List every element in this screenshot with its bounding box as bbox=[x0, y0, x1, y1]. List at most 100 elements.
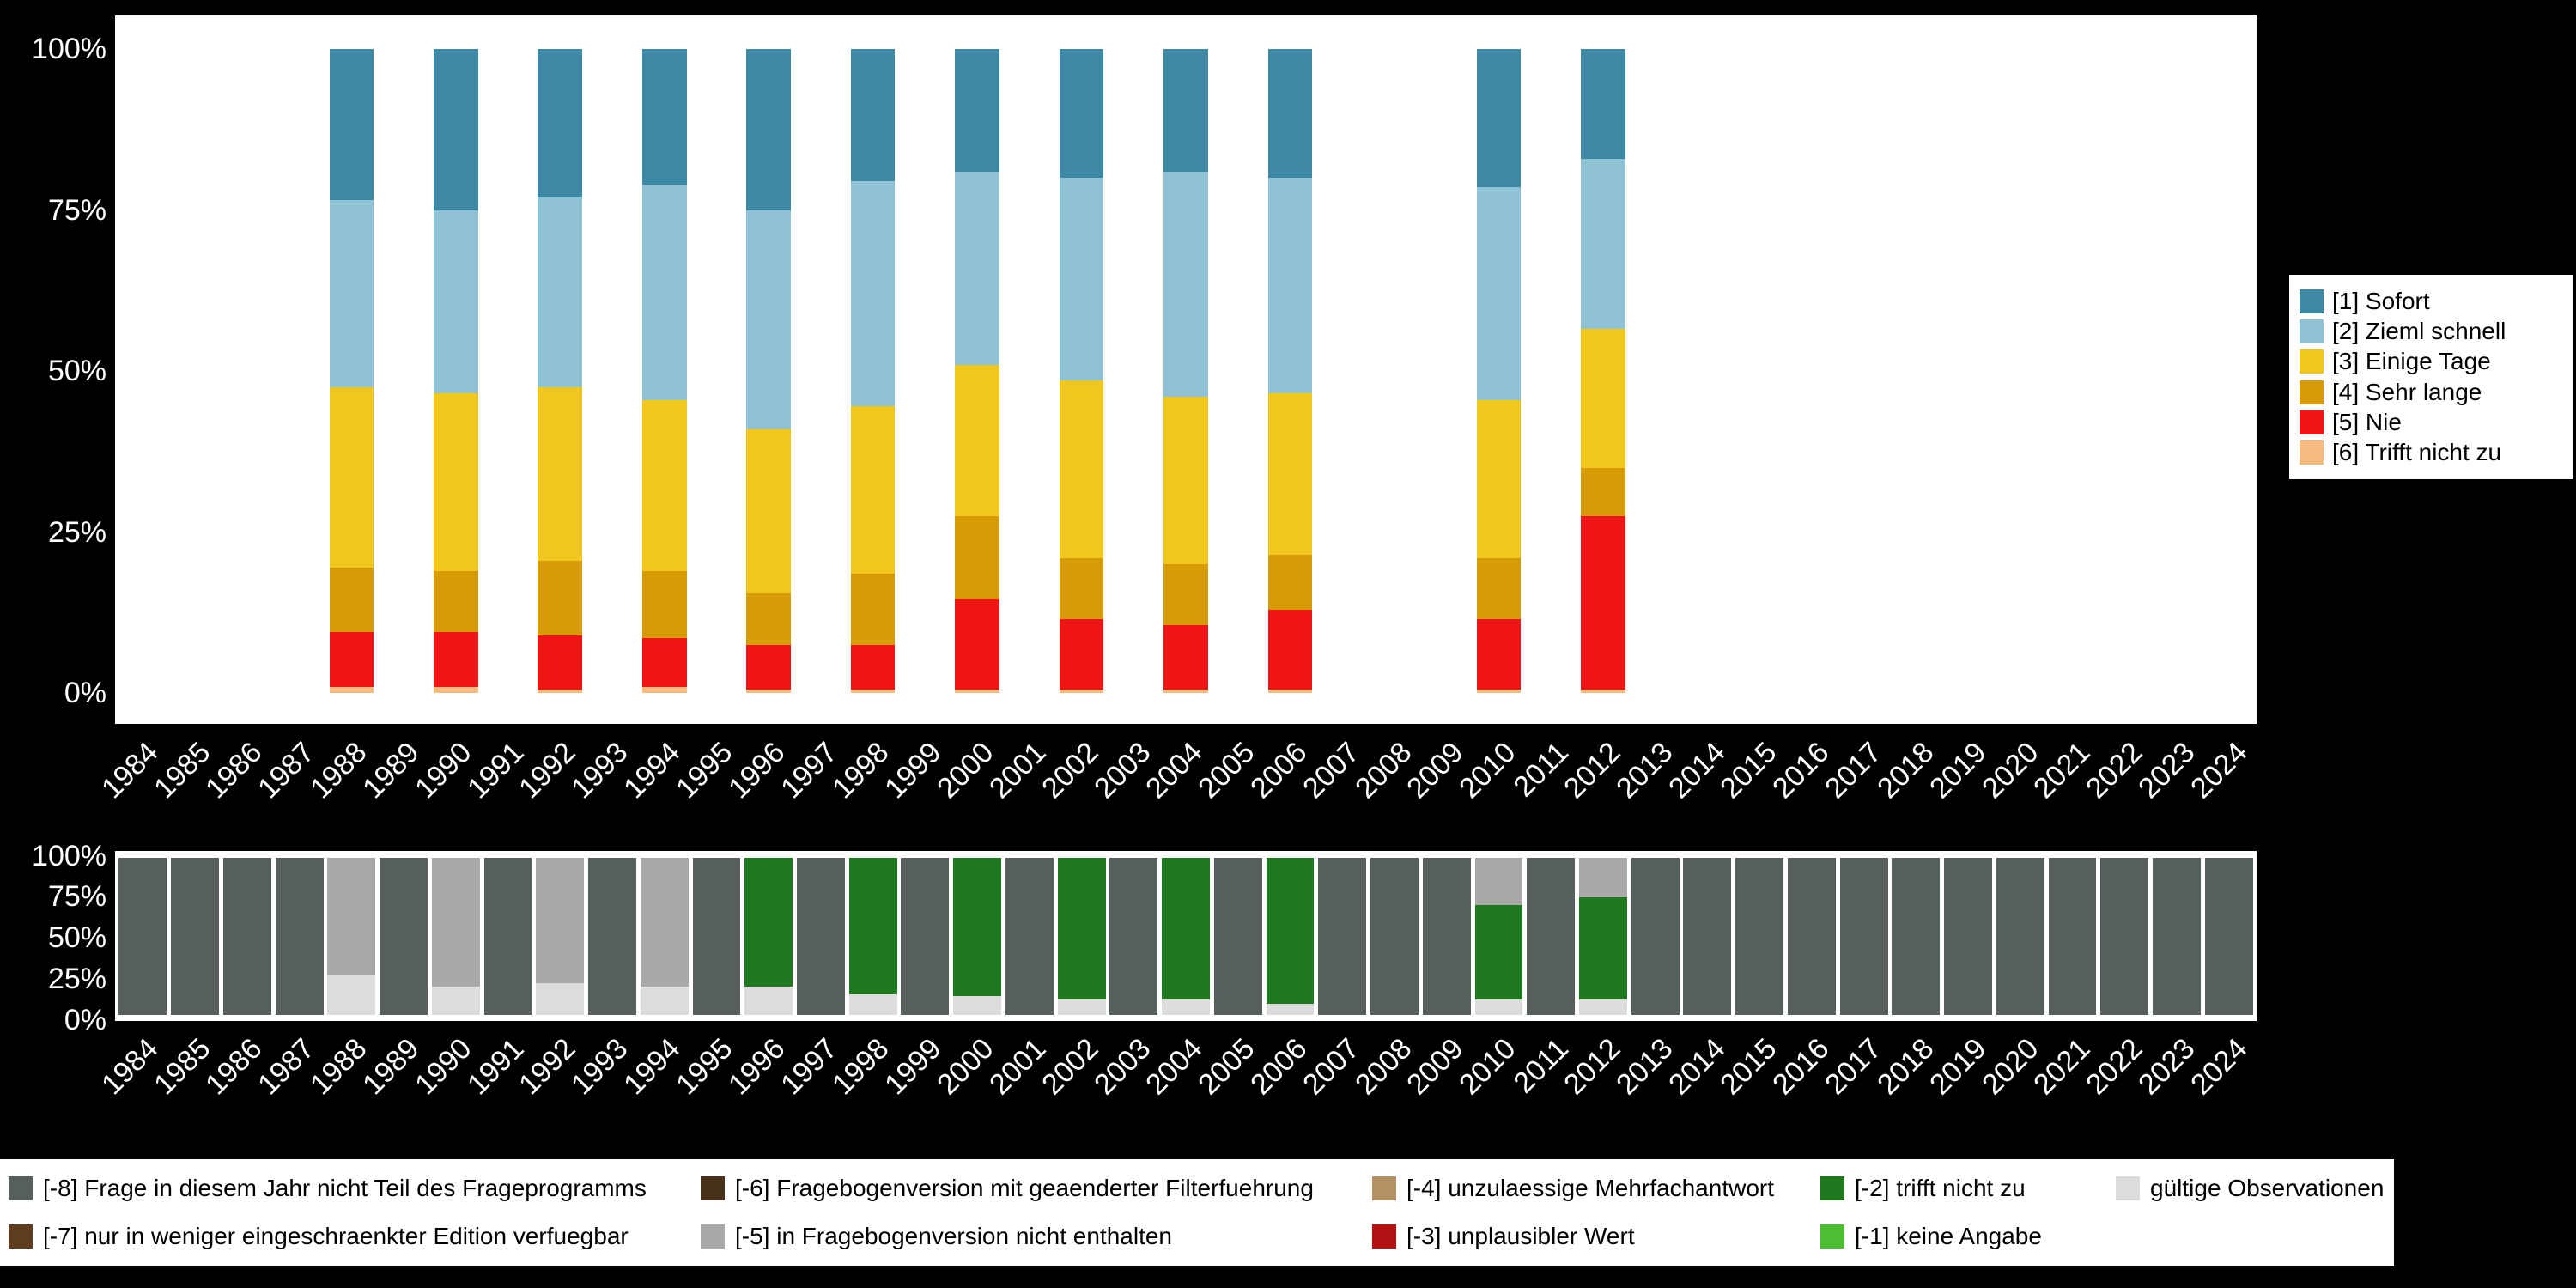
bar-segment bbox=[640, 858, 689, 987]
bar-segment bbox=[536, 858, 585, 984]
bar-segment bbox=[1476, 399, 1522, 558]
bar-segment bbox=[1267, 178, 1313, 394]
bar-segment bbox=[431, 987, 480, 1015]
bar-segment bbox=[1476, 49, 1522, 188]
stacked-bar-2011 bbox=[1527, 858, 1576, 1015]
bar-slot bbox=[1160, 858, 1212, 1015]
bar-segment bbox=[1422, 858, 1471, 1015]
bar-slot bbox=[1369, 858, 1421, 1015]
bar-segment bbox=[1581, 690, 1625, 693]
bar-segment bbox=[1163, 171, 1208, 397]
bar-segment bbox=[538, 49, 583, 197]
bar-segment bbox=[2048, 858, 2097, 1015]
bar-slot bbox=[1525, 49, 1577, 693]
bar-segment bbox=[1944, 858, 1992, 1015]
stacked-bar-2000 bbox=[953, 858, 1002, 1015]
bar-segment bbox=[796, 858, 845, 1015]
bar-segment bbox=[850, 574, 896, 645]
legend-label: [4] Sehr lange bbox=[2332, 378, 2482, 405]
stacked-bar-2013 bbox=[1631, 858, 1680, 1015]
stacked-bar-2002 bbox=[1057, 858, 1106, 1015]
y-tick-label: 50% bbox=[47, 921, 106, 954]
legend-item: [5] Nie bbox=[2300, 409, 2562, 436]
bar-slot bbox=[1525, 858, 1577, 1015]
legend-swatch bbox=[701, 1224, 725, 1249]
y-tick-label: 100% bbox=[32, 840, 106, 872]
bar-segment bbox=[1476, 618, 1522, 690]
bar-slot bbox=[2099, 858, 2151, 1015]
bar-segment bbox=[1267, 393, 1313, 555]
stacked-bar-1998 bbox=[850, 49, 896, 693]
bar-segment bbox=[329, 49, 374, 201]
legend-item: gültige Observationen bbox=[2116, 1174, 2384, 1203]
bar-slot bbox=[1681, 858, 1734, 1015]
bar-segment bbox=[538, 561, 583, 635]
stacked-bar-2004 bbox=[1162, 858, 1210, 1015]
stacked-bar-1992 bbox=[538, 49, 583, 693]
y-tick-label: 25% bbox=[47, 963, 106, 995]
bar-segment bbox=[850, 49, 896, 181]
bar-slot bbox=[1629, 858, 1681, 1015]
bar-segment bbox=[1892, 858, 1941, 1015]
bar-slot bbox=[429, 858, 482, 1015]
legend-label: [6] Trifft nicht zu bbox=[2332, 438, 2502, 465]
bar-slot bbox=[743, 858, 795, 1015]
bar-segment bbox=[2100, 858, 2149, 1015]
bar-segment bbox=[433, 49, 478, 210]
bar-slot bbox=[1994, 49, 2046, 693]
bar-segment bbox=[1318, 858, 1367, 1015]
bar-segment bbox=[1213, 858, 1262, 1015]
bar-slot bbox=[1264, 858, 1316, 1015]
bar-segment bbox=[538, 690, 583, 693]
legend-item: [-6] Fragebogenversion mit geaenderter F… bbox=[701, 1174, 1314, 1203]
bar-segment bbox=[955, 515, 999, 600]
bar-segment bbox=[1162, 858, 1210, 999]
bar-segment bbox=[746, 49, 791, 210]
stacked-bar-1988 bbox=[327, 858, 376, 1015]
x-tick-slot: 2024 bbox=[2184, 1027, 2257, 1134]
bar-slot bbox=[1577, 858, 1630, 1015]
legend-item: [1] Sofort bbox=[2300, 288, 2562, 315]
bar-slot bbox=[847, 858, 899, 1015]
legend-item: [-4] unzulaessige Mehrfachantwort bbox=[1372, 1174, 1774, 1203]
bar-segment bbox=[1057, 858, 1106, 999]
bar-slot bbox=[1212, 49, 1264, 693]
stacked-bar-1987 bbox=[275, 858, 324, 1015]
bar-segment bbox=[1163, 625, 1208, 690]
main-legend: [1] Sofort [2] Zieml schnell [3] Einige Ta… bbox=[2289, 275, 2573, 479]
bar-segment bbox=[955, 49, 999, 172]
bar-slot bbox=[2046, 49, 2099, 693]
stacked-bar-1999 bbox=[901, 858, 950, 1015]
bar-segment bbox=[1474, 858, 1523, 905]
bar-segment bbox=[850, 644, 896, 690]
stacked-bar-2012 bbox=[1581, 49, 1625, 693]
stacked-bar-1996 bbox=[746, 49, 791, 693]
bar-slot bbox=[1473, 858, 1525, 1015]
bar-segment bbox=[536, 983, 585, 1015]
bar-segment bbox=[222, 858, 271, 1015]
bar-segment bbox=[1162, 999, 1210, 1015]
y-tick-label: 50% bbox=[47, 355, 106, 387]
bar-slot bbox=[1160, 49, 1212, 693]
bar-slot bbox=[2099, 49, 2151, 693]
bar-slot bbox=[1577, 49, 1630, 693]
bar-segment bbox=[1267, 690, 1313, 693]
legend-item: [-7] nur in weniger eingeschraenkter Edi… bbox=[9, 1222, 629, 1251]
stacked-bar-1990 bbox=[431, 858, 480, 1015]
legend-label: [-7] nur in weniger eingeschraenkter Edi… bbox=[43, 1223, 629, 1249]
bar-slot bbox=[221, 858, 273, 1015]
bar-segment bbox=[171, 858, 220, 1015]
bar-slot bbox=[795, 858, 848, 1015]
bar-segment bbox=[692, 858, 741, 1015]
bar-segment bbox=[588, 858, 636, 1015]
bar-slot bbox=[951, 49, 1004, 693]
bar-segment bbox=[1267, 49, 1313, 178]
stacked-bar-2018 bbox=[1892, 858, 1941, 1015]
bar-segment bbox=[1059, 178, 1104, 381]
legend-swatch bbox=[2300, 440, 2324, 465]
bar-slot bbox=[429, 49, 482, 693]
legend-item: [6] Trifft nicht zu bbox=[2300, 439, 2562, 466]
bar-segment bbox=[746, 428, 791, 593]
bar-slot bbox=[1316, 858, 1369, 1015]
bar-segment bbox=[118, 858, 167, 1015]
